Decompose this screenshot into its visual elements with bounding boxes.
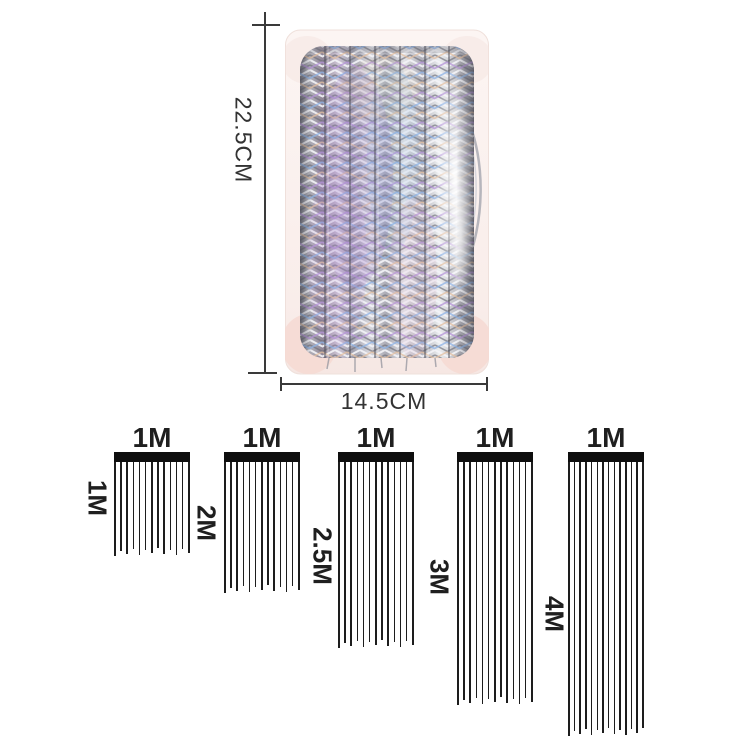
drop-length-label: 2M xyxy=(191,504,222,542)
strand-line xyxy=(481,462,484,704)
strand-line xyxy=(405,462,408,641)
rod-length-label: 1M xyxy=(475,422,515,453)
strand-line xyxy=(607,462,610,728)
strand-line xyxy=(412,462,414,645)
strand-line xyxy=(350,462,352,646)
strand-line xyxy=(273,462,275,591)
width-dimension-label: 14.5CM xyxy=(340,388,428,414)
rod-bar xyxy=(568,452,644,462)
strand-line xyxy=(487,462,490,699)
strand-line xyxy=(114,462,116,556)
rod-bar xyxy=(338,452,414,462)
height-dimension-label: 22.5CM xyxy=(230,96,257,184)
rod-length-label: 1M xyxy=(242,422,282,453)
strand-line xyxy=(518,462,521,704)
foil-strand-ends xyxy=(326,357,437,372)
strand-line xyxy=(512,462,515,699)
size-diagram-3m: 1M 3M xyxy=(425,422,533,705)
strand-line xyxy=(267,462,269,585)
product-photo xyxy=(281,28,493,376)
strand-line xyxy=(494,462,496,702)
rod-bar xyxy=(114,452,190,462)
drop-length-label: 4M xyxy=(539,595,570,633)
strand-line xyxy=(579,462,582,734)
height-dimension-line xyxy=(264,12,266,374)
strand-line xyxy=(132,462,135,549)
strand-line xyxy=(285,462,288,592)
strand-line xyxy=(602,462,604,733)
drop-length-label: 2.5M xyxy=(307,527,338,585)
strand-line xyxy=(175,462,178,555)
strand-line xyxy=(356,462,359,641)
strand-line xyxy=(500,462,502,697)
strand-line xyxy=(642,462,644,728)
rod-bar xyxy=(224,452,300,462)
strand-line xyxy=(475,462,478,698)
size-diagram-2m: 1M 2M xyxy=(192,422,300,593)
rod-length-label: 1M xyxy=(132,422,172,453)
strand-line xyxy=(254,462,257,587)
width-dimension-tick-right xyxy=(486,377,488,391)
strand-line xyxy=(236,462,238,591)
rod-length-label: 1M xyxy=(356,422,396,453)
width-dimension-line xyxy=(280,383,488,385)
strand-line xyxy=(393,462,396,642)
strand-line xyxy=(590,462,593,735)
strand-line xyxy=(344,462,346,643)
strand-line xyxy=(368,462,371,642)
strand-line xyxy=(230,462,232,588)
strand-line xyxy=(457,462,459,705)
strand-line xyxy=(279,462,282,587)
strand-line xyxy=(506,462,508,703)
strand-line xyxy=(120,462,122,551)
strand-line xyxy=(298,462,300,590)
strand-line xyxy=(291,462,294,586)
drop-length-label: 3M xyxy=(424,558,455,596)
strand-line xyxy=(524,462,527,698)
drop-length-label: 1M xyxy=(82,479,113,517)
strand-line xyxy=(338,462,340,648)
strand-line xyxy=(144,462,147,550)
strand-line xyxy=(375,462,377,645)
strand-line xyxy=(469,462,471,703)
width-dimension-tick-left xyxy=(280,377,282,391)
strand-line xyxy=(381,462,383,640)
strand-line xyxy=(613,462,616,734)
strand-line xyxy=(463,462,465,700)
strand-line xyxy=(261,462,263,590)
strand-line xyxy=(531,462,533,702)
strand-line xyxy=(636,462,638,733)
size-diagram-1m: 1M 1M xyxy=(83,422,190,556)
height-dimension-tick-bottom xyxy=(248,372,277,374)
strand-line xyxy=(248,462,251,592)
strand-line xyxy=(568,462,570,736)
strand-line xyxy=(126,462,128,554)
strand-line xyxy=(585,462,587,729)
strand-line xyxy=(619,462,621,730)
size-diagram-2-5m: 1M 2.5M xyxy=(308,422,414,648)
strand-line xyxy=(630,462,633,729)
strand-line xyxy=(399,462,402,647)
strand-line xyxy=(169,462,172,550)
rod-length-label: 1M xyxy=(586,422,626,453)
strand-line xyxy=(163,462,165,554)
strand-line xyxy=(596,462,599,730)
strand-line xyxy=(151,462,153,553)
foil-roll xyxy=(300,46,474,358)
height-dimension-tick-top xyxy=(252,24,280,26)
strand-line xyxy=(181,462,184,549)
strand-line xyxy=(157,462,159,548)
strand-line xyxy=(362,462,365,647)
strand-line xyxy=(624,462,627,735)
strand-line xyxy=(188,462,190,553)
strand-line xyxy=(387,462,389,646)
strand-line xyxy=(224,462,226,593)
strand-line xyxy=(138,462,141,555)
foil-roll-illustration xyxy=(281,29,493,375)
rod-bar xyxy=(457,452,533,462)
size-diagram-4m: 1M 4M xyxy=(540,422,644,736)
strand-line xyxy=(242,462,245,586)
strand-line xyxy=(573,462,576,731)
